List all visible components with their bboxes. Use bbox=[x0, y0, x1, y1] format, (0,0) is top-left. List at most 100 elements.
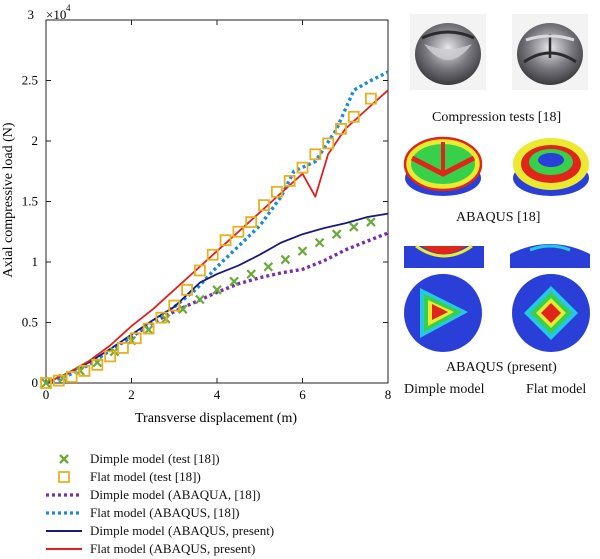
marker-stroke bbox=[366, 217, 376, 227]
y-tick-label: 0 bbox=[32, 375, 39, 390]
data-point-square-marker bbox=[129, 332, 142, 345]
data-point-x-marker bbox=[349, 222, 359, 232]
marker-stroke bbox=[280, 254, 291, 265]
data-point-x-marker bbox=[229, 276, 239, 287]
series-line bbox=[45, 89, 389, 384]
data-point-x-marker bbox=[212, 285, 222, 295]
y-tick-label: 2.5 bbox=[22, 73, 38, 88]
data-point-x-marker bbox=[195, 294, 205, 305]
series-line bbox=[45, 212, 389, 384]
plot-border bbox=[45, 19, 389, 384]
legend-swatch-solid-red bbox=[46, 548, 82, 550]
data-point-square-marker bbox=[155, 311, 168, 324]
legend-item: Dimple model (ABAQUS, present) bbox=[44, 522, 324, 540]
data-point-square-marker bbox=[245, 216, 258, 228]
x-tick-label: 2 bbox=[128, 387, 135, 402]
marker-stroke bbox=[41, 378, 51, 388]
data-point-square-marker bbox=[193, 264, 206, 277]
legend-label: Flat model (ABAQUS, [18]) bbox=[90, 505, 240, 520]
legend-swatch-solid-navy bbox=[46, 530, 82, 532]
y-tick-label: 2 bbox=[32, 133, 39, 148]
data-point-square-marker bbox=[283, 175, 296, 187]
data-point-x-marker bbox=[331, 229, 342, 239]
data-point-square-marker bbox=[65, 371, 78, 383]
data-point-square-marker bbox=[117, 342, 129, 354]
legend-label: Flat model (test [18]) bbox=[90, 469, 201, 484]
marker-stroke bbox=[143, 324, 154, 335]
marker-stroke bbox=[178, 304, 188, 314]
series-line bbox=[45, 231, 389, 385]
marker-stroke bbox=[246, 269, 256, 279]
data-point-square-marker bbox=[270, 185, 283, 198]
data-point-x-marker bbox=[143, 324, 154, 335]
plot-frame bbox=[45, 19, 389, 384]
marker-stroke bbox=[314, 237, 325, 248]
abaqus-present-flat-side-view bbox=[510, 244, 590, 268]
y-axis-exponent-label: ×10 bbox=[46, 7, 66, 22]
legend-swatch-square-marker bbox=[58, 471, 70, 483]
data-point-square-marker bbox=[296, 161, 309, 174]
legend-swatch-x-marker bbox=[59, 454, 69, 464]
abaqus18-flat-contour bbox=[513, 138, 589, 196]
data-point-square-marker bbox=[309, 148, 322, 161]
x-axis-label: Transverse displacement (m) bbox=[135, 411, 297, 426]
data-point-x-marker bbox=[41, 378, 51, 388]
data-point-square-marker bbox=[364, 92, 377, 105]
legend-item: Flat model (ABAQUS, present) bbox=[44, 540, 324, 558]
data-point-x-marker bbox=[366, 217, 376, 227]
legend-label: Dimple model (test [18]) bbox=[90, 451, 220, 466]
marker-stroke bbox=[297, 246, 308, 256]
data-point-square-marker bbox=[168, 299, 181, 312]
abaqus18-dimple-contour bbox=[403, 136, 483, 196]
chart-legend: Dimple model (test [18]) Flat model (tes… bbox=[44, 450, 324, 558]
abaqus-present-dimple-side-view bbox=[404, 244, 484, 268]
data-point-square-marker bbox=[232, 225, 245, 238]
data-point-square-marker bbox=[91, 358, 104, 371]
photo-dimple-specimen bbox=[410, 14, 486, 90]
data-point-square-marker bbox=[40, 377, 52, 389]
abaqus-18-label: ABAQUS [18] bbox=[456, 210, 541, 225]
data-point-square-marker bbox=[104, 350, 117, 363]
series-2 bbox=[45, 231, 389, 385]
data-point-square-marker bbox=[322, 137, 335, 150]
flat-model-label: Flat model bbox=[526, 382, 587, 397]
marker-stroke bbox=[195, 294, 205, 305]
y-axis-exponent-power: 4 bbox=[66, 3, 71, 13]
marker-stroke bbox=[229, 276, 239, 287]
series-line bbox=[45, 70, 389, 385]
y-axis-label: Axial compressive load (N) bbox=[1, 122, 16, 277]
legend-item: Flat model (test [18]) bbox=[44, 468, 324, 486]
y-tick-label: 0.5 bbox=[22, 315, 38, 330]
legend-label: Flat model (ABAQUS, present) bbox=[90, 541, 256, 556]
series-5 bbox=[45, 89, 389, 384]
series-1 bbox=[40, 92, 377, 389]
data-point-square-marker bbox=[258, 199, 270, 212]
series-4 bbox=[45, 212, 389, 384]
x-tick-label: 6 bbox=[299, 387, 306, 402]
data-point-x-marker bbox=[314, 237, 325, 248]
marker-stroke bbox=[212, 285, 222, 295]
abaqus-present-dimple-top-view bbox=[404, 274, 482, 352]
axis-ticks: 0 2 4 6 8 0 0.5 1 1.5 2 2.5 bbox=[22, 20, 392, 402]
y-tick-label: 1 bbox=[32, 254, 39, 269]
legend-label: Dimple model (ABAQUS, present) bbox=[90, 523, 275, 538]
data-point-x-marker bbox=[297, 246, 308, 256]
legend-item: Dimple model (test [18]) bbox=[44, 450, 324, 468]
x-tick-label: 4 bbox=[214, 387, 221, 402]
data-point-square-marker bbox=[335, 123, 347, 135]
load-displacement-chart: 0 2 4 6 8 0 0.5 1 1.5 2 2.5 Axial compressive load… bbox=[1, 3, 392, 426]
legend-label: Dimple model (ABAQUA, [18]) bbox=[90, 487, 261, 502]
data-point-square-marker bbox=[78, 364, 91, 377]
legend-item: Flat model (ABAQUS, [18]) bbox=[44, 504, 324, 522]
series-layer bbox=[40, 70, 389, 389]
legend-swatch-dotted-blue bbox=[46, 511, 82, 515]
data-point-square-marker bbox=[142, 322, 155, 335]
photo-flat-specimen bbox=[512, 14, 588, 90]
x-tick-label: 8 bbox=[385, 387, 392, 402]
data-point-x-marker bbox=[280, 254, 291, 265]
x-tick-label: 0 bbox=[43, 387, 50, 402]
data-point-square-marker bbox=[181, 283, 193, 296]
y-tick-label: 1.5 bbox=[22, 194, 38, 209]
data-point-x-marker bbox=[246, 269, 256, 279]
dimple-model-label: Dimple model bbox=[404, 382, 485, 397]
